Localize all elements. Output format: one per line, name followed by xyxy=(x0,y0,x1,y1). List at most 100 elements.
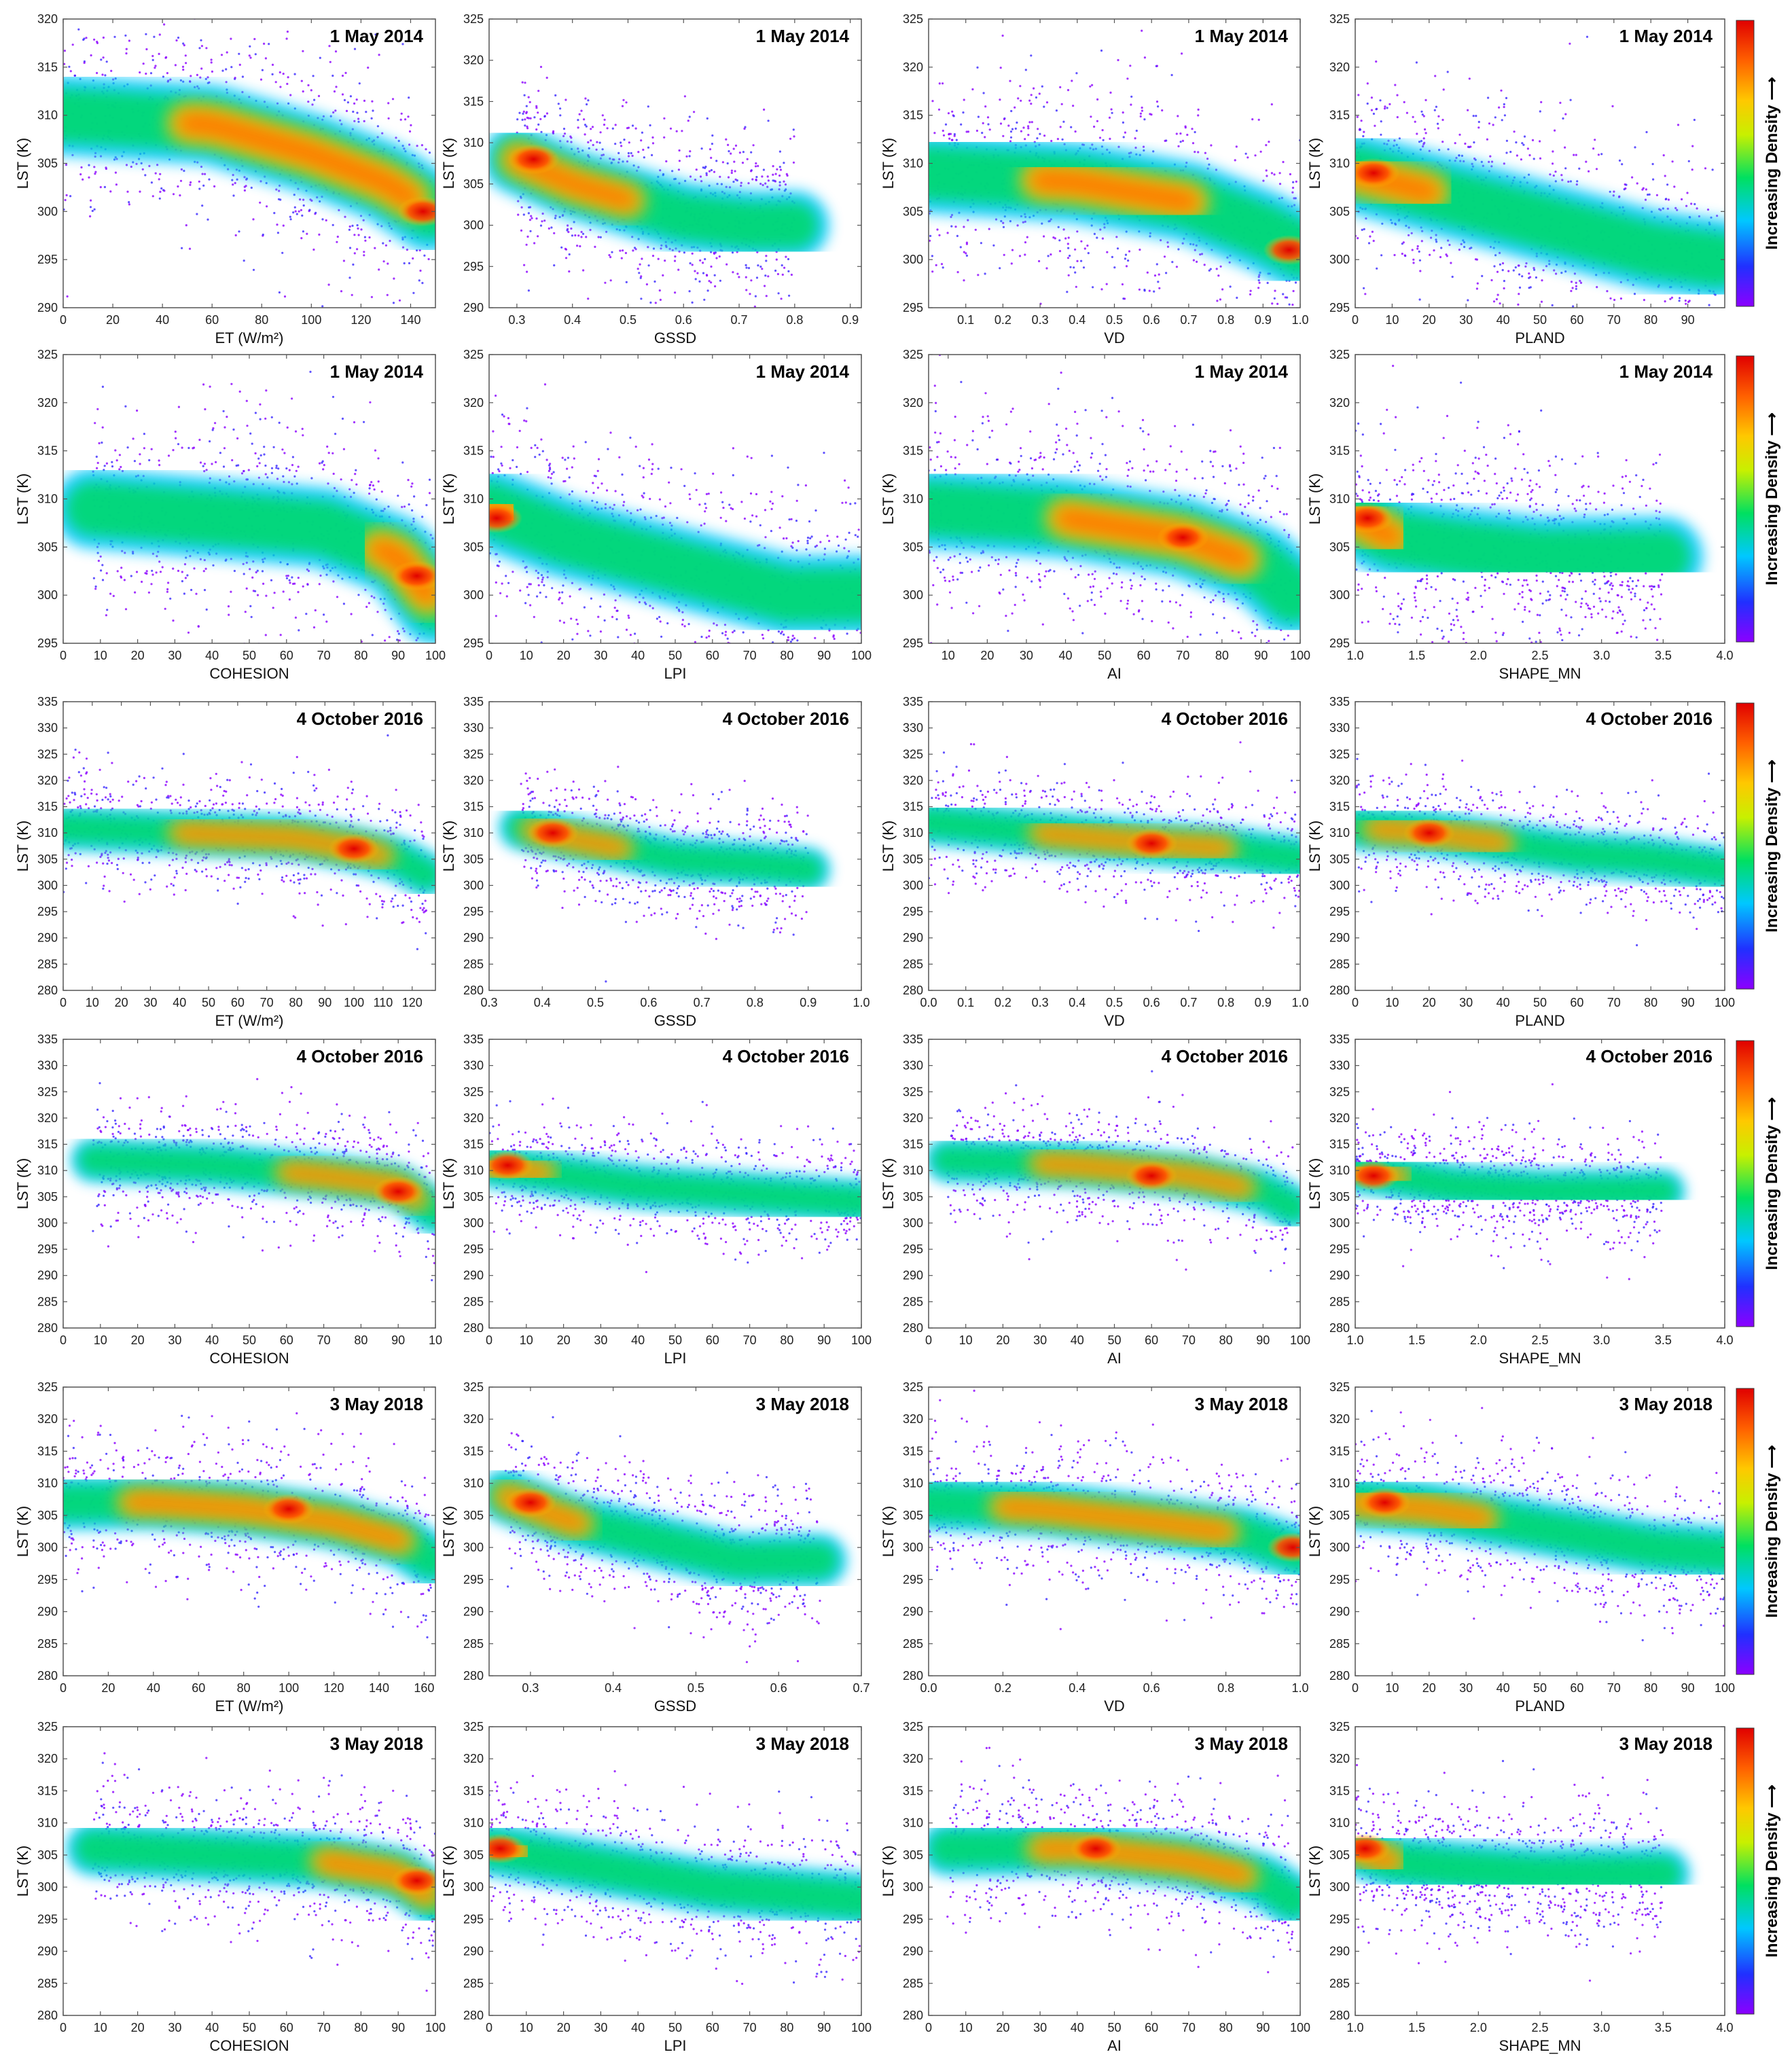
scatter-point xyxy=(1393,139,1396,142)
scatter-point xyxy=(974,228,977,231)
scatter-point xyxy=(1228,261,1231,264)
scatter-point xyxy=(1166,241,1169,244)
scatter-point xyxy=(823,452,825,454)
scatter-point xyxy=(268,43,270,46)
scatter-point xyxy=(702,166,704,169)
scatter-point xyxy=(698,280,701,283)
scatter-point xyxy=(1618,159,1621,162)
scatter-point xyxy=(410,485,413,488)
scatter-point xyxy=(353,492,355,495)
scatter-point xyxy=(522,213,525,216)
scatter-point xyxy=(383,319,385,321)
scatter-point xyxy=(243,259,245,262)
scatter-point xyxy=(689,262,692,265)
scatter-point xyxy=(154,65,157,67)
scatter-point xyxy=(1612,194,1615,197)
scatter-point xyxy=(592,143,594,147)
scatter-point xyxy=(412,257,414,260)
scatter-point xyxy=(1158,273,1160,276)
scatter-point xyxy=(149,72,153,75)
scatter-point xyxy=(291,397,293,400)
scatter-point xyxy=(1109,137,1111,140)
scatter-point xyxy=(1181,52,1183,55)
scatter-point xyxy=(541,220,543,223)
scatter-point xyxy=(971,88,974,91)
scatter-point xyxy=(259,403,262,406)
y-tick-label: 315 xyxy=(1329,109,1350,122)
scatter-point xyxy=(141,168,144,170)
scatter-point xyxy=(428,478,431,481)
scatter-point xyxy=(355,483,358,486)
scatter-point xyxy=(1573,272,1576,275)
scatter-point xyxy=(1360,120,1363,122)
scatter-point xyxy=(761,175,764,178)
scatter-point xyxy=(1570,289,1573,292)
scatter-point xyxy=(390,617,393,620)
scatter-point xyxy=(1716,215,1719,217)
scatter-point xyxy=(744,126,747,128)
y-tick-label: 310 xyxy=(37,492,58,506)
scatter-point xyxy=(289,218,292,221)
scatter-point xyxy=(1027,125,1030,128)
x-tick-label: 0 xyxy=(1352,313,1359,327)
scatter-point xyxy=(1001,34,1004,37)
scatter-point xyxy=(580,109,583,112)
scatter-point xyxy=(1179,310,1181,312)
scatter-point xyxy=(1613,298,1616,302)
scatter-point xyxy=(336,240,338,243)
scatter-point xyxy=(739,340,741,342)
scatter-point xyxy=(766,185,769,188)
scatter-point xyxy=(702,272,705,274)
scatter-point xyxy=(332,580,335,583)
x-tick-label: 0.5 xyxy=(620,313,637,327)
scatter-point xyxy=(545,76,548,79)
scatter-point xyxy=(517,200,520,202)
scatter-point xyxy=(1019,85,1022,88)
scatter-point xyxy=(249,432,252,435)
scatter-point xyxy=(1268,141,1270,143)
scatter-point xyxy=(967,219,969,221)
x-tick-label: 20 xyxy=(131,649,145,662)
scatter-point xyxy=(336,235,339,238)
scatter-point xyxy=(566,229,569,232)
scatter-point xyxy=(596,141,598,143)
scatter-point xyxy=(413,684,415,686)
scatter-point xyxy=(295,469,298,472)
scatter-point xyxy=(321,461,323,464)
scatter-point xyxy=(1575,281,1577,284)
scatter-point xyxy=(69,70,72,73)
scatter-point xyxy=(1284,296,1287,299)
scatter-point xyxy=(1141,109,1143,112)
scatter-point xyxy=(520,206,523,209)
scatter-point xyxy=(245,587,248,590)
scatter-point xyxy=(226,416,228,418)
scatter-point xyxy=(1292,289,1295,293)
scatter-point xyxy=(785,188,787,191)
scatter-point xyxy=(148,459,151,462)
scatter-point xyxy=(1194,151,1196,154)
scatter-point xyxy=(1528,287,1530,289)
scatter-point xyxy=(977,115,980,118)
scatter-point xyxy=(1041,222,1043,225)
scatter-point xyxy=(264,464,267,467)
scatter-point xyxy=(965,254,968,257)
scatter-point xyxy=(256,569,259,572)
scatter-point xyxy=(1446,71,1449,73)
scatter-point xyxy=(516,465,518,469)
scatter-point xyxy=(179,79,182,82)
scatter-point xyxy=(257,457,260,460)
scatter-point xyxy=(627,614,630,617)
scatter-point xyxy=(1383,107,1386,110)
scatter-point xyxy=(980,242,982,245)
scatter-point xyxy=(1505,151,1508,154)
scatter-point xyxy=(734,170,736,173)
scatter-point xyxy=(1458,249,1461,251)
scatter-point xyxy=(272,446,275,448)
scatter-point xyxy=(93,38,96,41)
scatter-point xyxy=(1581,359,1583,361)
scatter-point xyxy=(1501,269,1504,272)
scatter-point xyxy=(192,446,196,449)
scatter-point xyxy=(623,139,626,141)
scatter-point xyxy=(301,427,304,431)
